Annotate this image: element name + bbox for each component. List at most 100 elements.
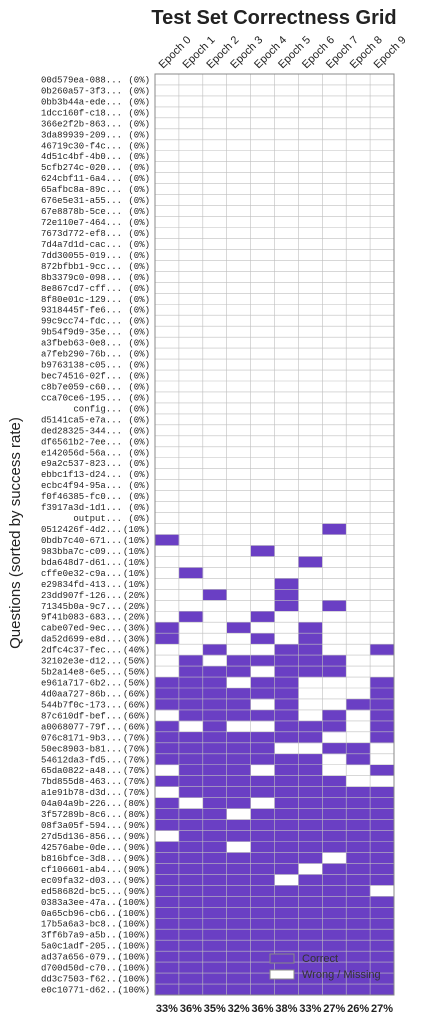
row-label: 366e2f2b-863... [41, 119, 122, 129]
row-success-rate: (70%) [123, 777, 150, 787]
row-label: 46719c30-f4c... [41, 141, 122, 151]
heatmap-cell-correct [202, 666, 227, 678]
heatmap-cell-correct [155, 841, 180, 853]
row-success-rate: (100%) [118, 986, 150, 996]
heatmap-cell-correct [178, 808, 204, 820]
heatmap-cell-correct [370, 918, 395, 930]
heatmap-cell-correct [346, 830, 371, 842]
heatmap-cell-correct [155, 984, 180, 996]
heatmap-cell-correct [274, 808, 299, 820]
row-label: 9b54f9d9-35e... [41, 328, 122, 338]
row-label: 0a65cb96-cb6... [41, 909, 122, 919]
heatmap-cell-correct [250, 907, 275, 919]
column-success-rate: 33% [156, 1003, 178, 1015]
heatmap-cell-correct [346, 841, 371, 853]
heatmap-cell-correct [298, 984, 323, 996]
row-label: a7feb290-76b... [41, 350, 122, 360]
heatmap-cell-correct [250, 852, 275, 864]
heatmap-cell-correct [202, 797, 227, 809]
heatmap-cell-correct [250, 808, 275, 820]
heatmap-cell-correct [226, 786, 251, 798]
heatmap-cell-correct [250, 896, 275, 908]
row-success-rate: (0%) [128, 86, 150, 96]
heatmap-cell-correct [202, 830, 227, 842]
row-success-rate: (0%) [128, 339, 150, 349]
row-label: b816bfce-3d8... [41, 854, 122, 864]
row-success-rate: (0%) [128, 141, 150, 151]
heatmap-cell-correct [226, 753, 251, 766]
row-label: ec09fa32-d03... [41, 876, 122, 886]
row-success-rate: (0%) [128, 503, 150, 513]
heatmap-cell-correct [250, 940, 275, 952]
heatmap-cell-correct [226, 951, 251, 963]
row-label: 8e867cd7-cff... [41, 284, 122, 294]
row-label: cffe0e32-c9a... [41, 569, 122, 579]
heatmap-cell-correct [298, 633, 323, 645]
row-label: 65afbc8a-89c... [41, 185, 122, 195]
row-success-rate: (100%) [118, 964, 150, 974]
heatmap-cell-correct [250, 786, 275, 798]
heatmap-cell-correct [370, 852, 395, 864]
row-success-rate: (90%) [123, 854, 150, 864]
heatmap-cell-correct [322, 907, 347, 919]
legend: Correct Wrong / Missing [269, 953, 381, 981]
row-success-rate: (0%) [128, 130, 150, 140]
heatmap-cell-correct [202, 775, 227, 787]
heatmap-cell-correct [202, 885, 227, 897]
heatmap-cell-correct [298, 644, 323, 656]
heatmap-cell-correct [250, 830, 275, 842]
heatmap-cell-correct [155, 753, 180, 766]
heatmap-cell-correct [226, 622, 251, 634]
heatmap-cell-correct [250, 874, 275, 886]
heatmap-cell-correct [226, 655, 251, 667]
row-success-rate: (70%) [123, 788, 150, 798]
heatmap-cell-correct [155, 677, 180, 689]
heatmap-cell-correct [370, 797, 395, 809]
heatmap-cell-correct [298, 951, 323, 963]
row-label: 08f3a05f-594... [41, 821, 122, 831]
heatmap-cell-correct [346, 951, 371, 963]
heatmap-cell-correct [274, 819, 299, 831]
heatmap-cell-correct [226, 962, 251, 974]
row-label: a3fbeb63-0e8... [41, 339, 122, 349]
row-label: ebbc1f13-d24... [41, 470, 122, 480]
legend-correct-swatch [269, 953, 295, 964]
row-success-rate: (0%) [128, 284, 150, 294]
heatmap-cell-correct [226, 666, 251, 678]
row-success-rate: (100%) [118, 931, 150, 941]
heatmap-cell-correct [155, 885, 180, 897]
heatmap-cell-correct [346, 973, 371, 985]
row-success-rate: (0%) [128, 163, 150, 173]
heatmap-cell-correct [155, 907, 180, 919]
row-label: 04a04a9b-226... [41, 799, 122, 809]
row-success-rate: (100%) [118, 942, 150, 952]
row-label: df6561b2-7ee... [41, 437, 122, 447]
row-label: e142056d-56a... [41, 448, 122, 458]
heatmap-cell-correct [202, 819, 227, 831]
heatmap-cell-correct [370, 830, 395, 842]
heatmap-cell-correct [202, 589, 227, 601]
heatmap-cell-correct [298, 896, 323, 908]
row-label: 5b2a14e8-6e5... [41, 668, 122, 678]
heatmap-cell-correct [226, 984, 251, 996]
column-success-rate: 27% [371, 1003, 393, 1015]
heatmap-cell-correct [322, 863, 347, 875]
heatmap-cell-correct [274, 786, 299, 798]
heatmap-cell-correct [155, 775, 180, 787]
row-label: d700d50d-c70... [41, 964, 122, 974]
row-label: 3ff6b7a9-a5b... [41, 931, 122, 941]
heatmap-cell-correct [322, 709, 347, 722]
heatmap-cell-correct [370, 720, 395, 733]
row-label: 42576abe-0de... [41, 843, 122, 853]
heatmap-cell-correct [250, 709, 275, 722]
heatmap-cell-correct [155, 622, 180, 634]
heatmap-cell-correct [155, 534, 180, 546]
heatmap-cell-correct [250, 753, 275, 766]
heatmap-cell-correct [250, 775, 275, 787]
heatmap-cell-correct [322, 984, 347, 996]
heatmap-cell-correct [155, 742, 180, 755]
heatmap-cell-correct [250, 929, 275, 941]
heatmap-cell-correct [322, 797, 347, 809]
row-label: e29834fd-413... [41, 580, 122, 590]
heatmap-cell-correct [202, 907, 227, 919]
